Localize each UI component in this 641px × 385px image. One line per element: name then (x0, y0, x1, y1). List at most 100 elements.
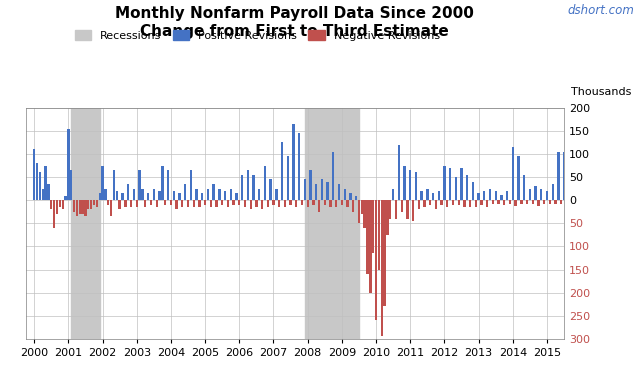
Bar (167, 170, 169, 200)
Bar (295, 200, 297, 207)
Bar (349, 193, 351, 200)
Bar (486, 200, 488, 207)
Bar (326, 182, 329, 200)
Bar (110, 200, 112, 216)
Bar (196, 189, 197, 200)
Bar (56, 200, 58, 214)
Bar (389, 200, 392, 219)
Bar (614, 189, 617, 200)
Bar (253, 175, 254, 200)
Bar (466, 175, 469, 200)
Bar (335, 200, 337, 207)
Bar (178, 193, 181, 200)
Bar (198, 200, 201, 207)
Bar (600, 200, 603, 204)
Bar (608, 161, 611, 200)
Bar (215, 200, 218, 207)
Bar (444, 166, 445, 200)
Bar (36, 163, 38, 200)
Bar (515, 200, 517, 206)
Bar (141, 189, 144, 200)
Bar (406, 200, 408, 219)
Bar (537, 200, 540, 206)
Bar (523, 175, 526, 200)
Bar (38, 172, 41, 200)
Bar (623, 200, 625, 204)
Bar (73, 200, 75, 212)
Bar (190, 170, 192, 200)
Bar (90, 200, 92, 209)
Bar (341, 200, 343, 205)
Bar (446, 200, 449, 207)
Bar (429, 200, 431, 205)
Bar (113, 170, 115, 200)
Bar (176, 200, 178, 209)
Bar (628, 200, 631, 206)
Bar (119, 200, 121, 209)
Bar (213, 184, 215, 200)
Bar (53, 200, 55, 228)
Bar (79, 200, 81, 214)
Bar (121, 193, 124, 200)
Bar (526, 200, 528, 204)
Bar (592, 191, 594, 200)
Bar (529, 189, 531, 200)
Bar (472, 182, 474, 200)
Bar (344, 189, 346, 200)
Bar (454, 177, 457, 200)
Bar (204, 200, 206, 205)
Bar (258, 189, 260, 200)
Bar (144, 200, 146, 207)
Bar (637, 193, 639, 200)
Bar (310, 170, 312, 200)
Bar (312, 200, 315, 205)
Bar (426, 189, 428, 200)
Bar (59, 200, 61, 207)
Bar (269, 179, 272, 200)
Bar (583, 200, 585, 204)
Bar (227, 200, 229, 207)
Bar (298, 133, 300, 200)
Bar (170, 200, 172, 205)
Bar (304, 179, 306, 200)
Bar (221, 200, 223, 205)
Bar (520, 200, 522, 204)
Bar (375, 200, 377, 320)
Bar (497, 200, 500, 204)
Bar (64, 196, 67, 200)
Bar (346, 200, 349, 207)
Bar (415, 172, 417, 200)
Bar (588, 200, 591, 204)
Bar (290, 200, 292, 205)
Bar (640, 200, 641, 206)
Bar (287, 156, 289, 200)
Bar (320, 179, 323, 200)
Bar (201, 193, 203, 200)
Bar (574, 191, 577, 200)
Bar (557, 152, 560, 200)
Bar (603, 193, 605, 200)
Bar (634, 200, 637, 228)
Bar (133, 189, 135, 200)
Bar (361, 200, 363, 214)
Bar (563, 152, 565, 200)
Bar (418, 200, 420, 209)
Bar (358, 200, 360, 223)
Bar (572, 200, 574, 204)
Bar (397, 145, 400, 200)
Bar (281, 142, 283, 200)
Bar (432, 193, 434, 200)
Bar (71, 108, 100, 339)
Bar (224, 191, 226, 200)
Bar (478, 193, 479, 200)
Bar (153, 189, 155, 200)
Bar (130, 200, 132, 207)
Bar (489, 189, 491, 200)
Bar (181, 200, 183, 207)
Bar (612, 200, 613, 204)
Bar (586, 184, 588, 200)
Bar (264, 166, 266, 200)
Bar (324, 200, 326, 205)
Bar (597, 189, 599, 200)
Bar (50, 200, 53, 209)
